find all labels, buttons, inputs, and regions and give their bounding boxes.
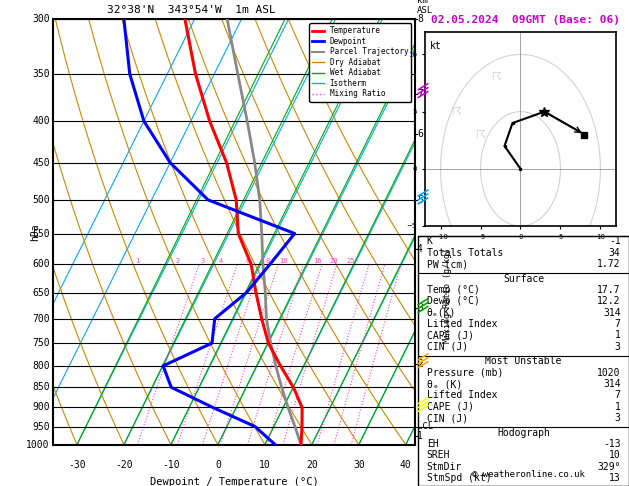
Text: 3: 3 <box>417 303 423 313</box>
Text: 8: 8 <box>265 258 269 264</box>
Text: -20: -20 <box>115 460 133 469</box>
Text: ☈: ☈ <box>452 106 462 117</box>
Text: 7: 7 <box>615 390 621 400</box>
Text: 10: 10 <box>279 258 287 264</box>
Text: StmSpd (kt): StmSpd (kt) <box>426 473 491 483</box>
Text: 20: 20 <box>330 258 338 264</box>
Text: 10: 10 <box>609 451 621 460</box>
Text: Pressure (mb): Pressure (mb) <box>426 368 503 378</box>
Text: 650: 650 <box>32 288 50 297</box>
Text: 600: 600 <box>32 259 50 269</box>
Text: θₑ(K): θₑ(K) <box>426 308 456 318</box>
Text: 7: 7 <box>615 319 621 329</box>
Text: EH: EH <box>426 439 438 449</box>
Text: 314: 314 <box>603 308 621 318</box>
Text: 4: 4 <box>219 258 223 264</box>
Text: -13: -13 <box>603 439 621 449</box>
Text: LCL: LCL <box>417 422 433 431</box>
Text: θₑ (K): θₑ (K) <box>426 379 462 389</box>
Text: PW (cm): PW (cm) <box>426 259 468 269</box>
Text: Lifted Index: Lifted Index <box>426 390 497 400</box>
Text: 3: 3 <box>615 342 621 352</box>
Text: 40: 40 <box>400 460 411 469</box>
Text: © weatheronline.co.uk: © weatheronline.co.uk <box>472 469 585 479</box>
Text: 6: 6 <box>245 258 250 264</box>
Text: 1: 1 <box>417 431 423 441</box>
Text: CAPE (J): CAPE (J) <box>426 330 474 340</box>
Text: 1000: 1000 <box>26 440 50 450</box>
Text: Most Unstable: Most Unstable <box>486 356 562 366</box>
Text: Lifted Index: Lifted Index <box>426 319 497 329</box>
Text: 1020: 1020 <box>597 368 621 378</box>
Text: SREH: SREH <box>426 451 450 460</box>
Text: 13: 13 <box>609 473 621 483</box>
Text: Mixing Ratio (g/kg): Mixing Ratio (g/kg) <box>443 248 452 343</box>
Text: 6: 6 <box>417 129 423 139</box>
Text: 5: 5 <box>417 195 423 205</box>
Text: 400: 400 <box>32 116 50 126</box>
Text: Hodograph: Hodograph <box>497 428 550 438</box>
Text: 1.72: 1.72 <box>597 259 621 269</box>
Text: Totals Totals: Totals Totals <box>426 248 503 258</box>
Text: 02.05.2024  09GMT (Base: 06): 02.05.2024 09GMT (Base: 06) <box>431 15 620 25</box>
Text: ☈: ☈ <box>476 129 486 139</box>
Text: 17.7: 17.7 <box>597 285 621 295</box>
Text: Surface: Surface <box>503 274 544 284</box>
Text: hPa: hPa <box>30 223 40 241</box>
Text: 850: 850 <box>32 382 50 392</box>
Text: -1: -1 <box>609 236 621 246</box>
Text: 950: 950 <box>32 421 50 432</box>
Text: 25: 25 <box>347 258 355 264</box>
Text: CAPE (J): CAPE (J) <box>426 402 474 412</box>
Text: 300: 300 <box>32 15 50 24</box>
Text: 7: 7 <box>417 88 423 99</box>
Text: 34: 34 <box>609 248 621 258</box>
Text: 1: 1 <box>615 402 621 412</box>
Text: 1: 1 <box>615 330 621 340</box>
Text: kt: kt <box>430 41 442 52</box>
Text: 800: 800 <box>32 361 50 371</box>
Text: 550: 550 <box>32 228 50 239</box>
Text: 3: 3 <box>615 413 621 423</box>
Text: 20: 20 <box>306 460 318 469</box>
Legend: Temperature, Dewpoint, Parcel Trajectory, Dry Adiabat, Wet Adiabat, Isotherm, Mi: Temperature, Dewpoint, Parcel Trajectory… <box>309 23 411 102</box>
Text: -10: -10 <box>162 460 180 469</box>
Text: 30: 30 <box>353 460 365 469</box>
Text: 1: 1 <box>135 258 140 264</box>
Text: 32°38'N  343°54'W  1m ASL: 32°38'N 343°54'W 1m ASL <box>106 5 276 15</box>
Text: 329°: 329° <box>597 462 621 472</box>
Text: Temp (°C): Temp (°C) <box>426 285 479 295</box>
Text: 750: 750 <box>32 338 50 348</box>
Text: 450: 450 <box>32 157 50 168</box>
Text: Dewp (°C): Dewp (°C) <box>426 296 479 306</box>
Text: 10: 10 <box>259 460 270 469</box>
Text: 3: 3 <box>200 258 204 264</box>
Text: StmDir: StmDir <box>426 462 462 472</box>
Text: 0: 0 <box>215 460 221 469</box>
Text: K: K <box>426 236 433 246</box>
Text: -30: -30 <box>68 460 86 469</box>
Text: 700: 700 <box>32 313 50 324</box>
Text: 314: 314 <box>603 379 621 389</box>
Text: CIN (J): CIN (J) <box>426 413 468 423</box>
Text: CIN (J): CIN (J) <box>426 342 468 352</box>
Text: 8: 8 <box>417 15 423 24</box>
Text: ☈: ☈ <box>491 72 501 82</box>
Text: Dewpoint / Temperature (°C): Dewpoint / Temperature (°C) <box>150 477 319 486</box>
Text: 2: 2 <box>417 359 423 369</box>
Text: km
ASL: km ASL <box>417 0 433 15</box>
Text: 500: 500 <box>32 195 50 205</box>
Text: 16: 16 <box>313 258 321 264</box>
Text: 350: 350 <box>32 69 50 79</box>
Text: 2: 2 <box>175 258 180 264</box>
Text: 12.2: 12.2 <box>597 296 621 306</box>
Text: 900: 900 <box>32 402 50 413</box>
Text: 4: 4 <box>417 244 423 254</box>
